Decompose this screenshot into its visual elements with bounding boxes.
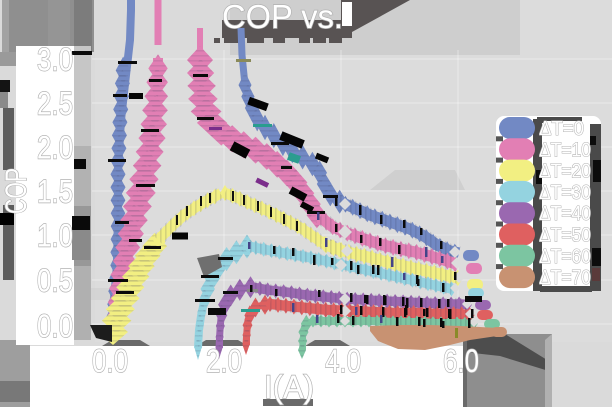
svg-text:ΔT=70: ΔT=70 <box>539 267 591 289</box>
svg-text:2.0: 2.0 <box>206 343 242 379</box>
svg-text:1.0: 1.0 <box>37 218 73 254</box>
svg-text:0.0: 0.0 <box>37 308 73 344</box>
svg-text:ΔT=40: ΔT=40 <box>539 203 591 225</box>
svg-text:2.5: 2.5 <box>37 86 73 122</box>
svg-text:ΔT=50: ΔT=50 <box>539 225 591 247</box>
svg-text:3.0: 3.0 <box>37 42 73 78</box>
svg-text:4.0: 4.0 <box>325 343 361 379</box>
svg-text:ΔT=60: ΔT=60 <box>539 246 591 268</box>
svg-text:6.0: 6.0 <box>443 343 479 379</box>
svg-text:2.0: 2.0 <box>37 130 73 166</box>
svg-text:ΔT=0: ΔT=0 <box>539 118 584 140</box>
svg-text:0.5: 0.5 <box>37 263 73 299</box>
svg-text:COP vs.: COP vs. <box>222 0 343 35</box>
svg-text:ΔT=30: ΔT=30 <box>539 182 591 204</box>
svg-text:1.5: 1.5 <box>37 174 73 210</box>
svg-text:0.0: 0.0 <box>92 343 128 379</box>
svg-text:COP: COP <box>0 168 33 214</box>
svg-text:ΔT=20: ΔT=20 <box>539 161 591 183</box>
svg-text:ΔT=10: ΔT=10 <box>539 139 591 161</box>
svg-text:I(A): I(A) <box>264 369 314 405</box>
